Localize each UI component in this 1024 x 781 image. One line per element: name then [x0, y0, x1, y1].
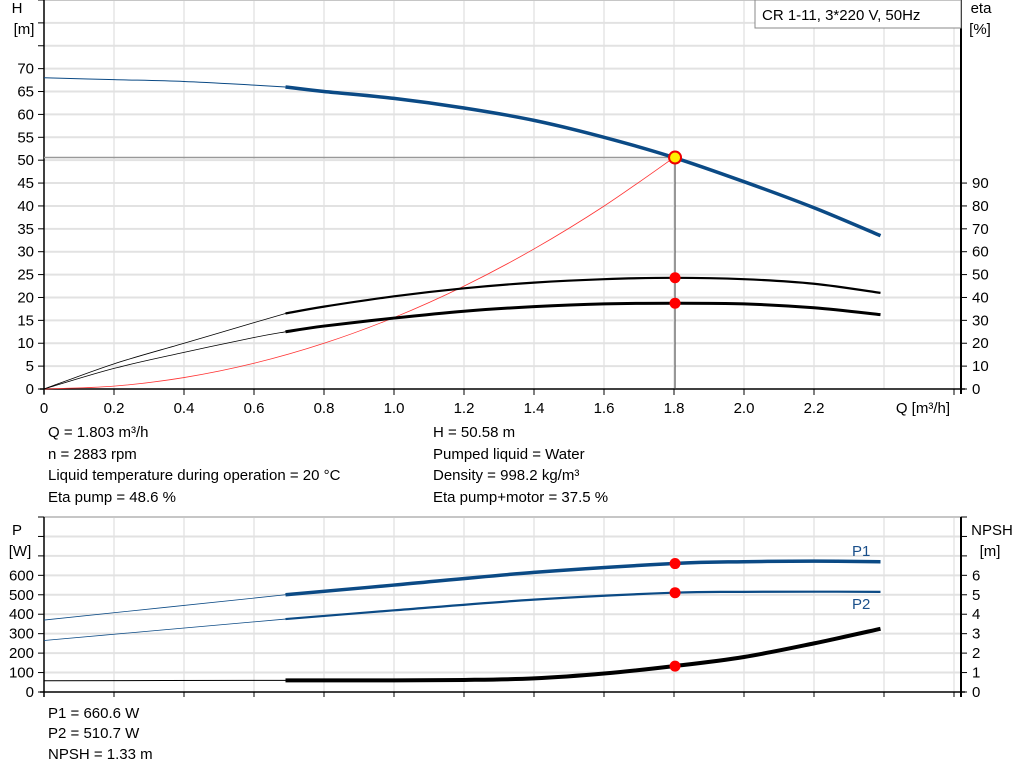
info-p2: P2 = 510.7 W: [48, 725, 140, 742]
right-axis-unit: [%]: [969, 21, 991, 38]
left-tick-label: 300: [9, 626, 34, 643]
right-axis-name: NPSH: [971, 522, 1013, 539]
left-tick-label: 70: [17, 61, 34, 78]
left-tick-label: 55: [17, 129, 34, 146]
curve-P1-extrapolated: [43, 594, 286, 621]
right-tick-label: 20: [972, 335, 989, 352]
left-axis-name: H: [12, 0, 23, 17]
x-tick-label: 1.2: [454, 400, 475, 417]
left-tick-label: 45: [17, 175, 34, 192]
x-tick-label: 0: [40, 400, 48, 417]
label-p1: P1: [852, 543, 870, 560]
duty-point-marker: [668, 150, 683, 165]
x-tick-label: 0.6: [244, 400, 265, 417]
left-tick-label: 35: [17, 221, 34, 238]
info-q: Q = 1.803 m³/h: [48, 424, 149, 441]
right-tick-label: 60: [972, 244, 989, 261]
left-tick-label: 0: [26, 381, 34, 398]
curve-H-extrapolated: [43, 77, 286, 88]
right-axis-unit: [m]: [980, 543, 1001, 560]
right-tick-label: 30: [972, 312, 989, 329]
curve-P2: [285, 590, 881, 621]
curve-eta-pump-extrapolated: [43, 313, 286, 390]
left-tick-label: 100: [9, 665, 34, 682]
left-tick-label: 20: [17, 289, 34, 306]
info-liquid: Pumped liquid = Water: [433, 446, 585, 463]
x-tick-label: 0.8: [314, 400, 335, 417]
right-tick-label: 80: [972, 198, 989, 215]
x-tick-label: 1.6: [594, 400, 615, 417]
duty-point-eta-pump: [669, 272, 681, 284]
x-axis-label: Q [m³/h]: [896, 400, 950, 417]
duty-point-p2: [669, 587, 681, 599]
left-tick-label: 500: [9, 587, 34, 604]
curve-eta-pump: [285, 276, 881, 315]
right-tick-label: 0: [972, 381, 980, 398]
info-speed: n = 2883 rpm: [48, 446, 137, 463]
right-tick-label: 1: [972, 665, 980, 682]
right-tick-label: 2: [972, 645, 980, 662]
info-eta-pump: Eta pump = 48.6 %: [48, 489, 176, 506]
x-tick-label: 0.2: [104, 400, 125, 417]
left-tick-label: 25: [17, 267, 34, 284]
info-temperature: Liquid temperature during operation = 20…: [48, 467, 341, 484]
left-tick-label: 65: [17, 84, 34, 101]
label-p2: P2: [852, 596, 870, 613]
right-tick-label: 50: [972, 267, 989, 284]
right-tick-label: 5: [972, 587, 980, 604]
right-tick-label: 3: [972, 626, 980, 643]
duty-point-npsh: [669, 660, 681, 672]
curve-eta-pump-motor-extrapolated: [43, 331, 286, 390]
left-tick-label: 600: [9, 567, 34, 584]
x-tick-label: 2.0: [734, 400, 755, 417]
left-tick-label: 5: [26, 358, 34, 375]
x-tick-label: 2.2: [804, 400, 825, 417]
left-tick-label: 0: [26, 684, 34, 701]
right-tick-label: 40: [972, 289, 989, 306]
info-p1: P1 = 660.6 W: [48, 705, 140, 722]
right-tick-label: 70: [972, 221, 989, 238]
right-tick-label: 0: [972, 684, 980, 701]
legend-title: CR 1-11, 3*220 V, 50Hz: [762, 7, 920, 24]
x-tick-label: 1.8: [664, 400, 685, 417]
right-tick-label: 4: [972, 606, 980, 623]
left-axis-unit: [W]: [9, 543, 32, 560]
right-tick-label: 6: [972, 567, 980, 584]
curve-NPSH: [285, 626, 881, 683]
left-axis-name: P: [12, 522, 22, 539]
curve-system: [43, 157, 675, 390]
left-tick-label: 40: [17, 198, 34, 215]
right-tick-label: 10: [972, 358, 989, 375]
right-tick-label: 90: [972, 175, 989, 192]
info-npsh: NPSH = 1.33 m: [48, 746, 153, 763]
left-tick-label: 200: [9, 645, 34, 662]
curve-eta-pump-motor: [285, 301, 881, 334]
left-tick-label: 15: [17, 312, 34, 329]
left-tick-label: 30: [17, 244, 34, 261]
right-axis-name: eta: [971, 0, 993, 17]
left-tick-label: 400: [9, 606, 34, 623]
x-tick-label: 1.4: [524, 400, 545, 417]
info-h: H = 50.58 m: [433, 424, 516, 441]
info-density: Density = 998.2 kg/m³: [433, 467, 580, 484]
legend-box: [754, 0, 962, 29]
x-tick-label: 0.4: [174, 400, 195, 417]
x-tick-label: 1.0: [384, 400, 405, 417]
curve-P2-extrapolated: [43, 618, 286, 641]
left-tick-label: 60: [17, 106, 34, 123]
duty-point-p1: [669, 558, 681, 570]
duty-point-eta-total: [669, 297, 681, 309]
left-tick-label: 10: [17, 335, 34, 352]
info-eta-total: Eta pump+motor = 37.5 %: [433, 489, 609, 506]
left-tick-label: 50: [17, 152, 34, 169]
left-axis-unit: [m]: [14, 21, 35, 38]
curve-P1: [285, 559, 881, 597]
curve-H: [285, 85, 882, 238]
